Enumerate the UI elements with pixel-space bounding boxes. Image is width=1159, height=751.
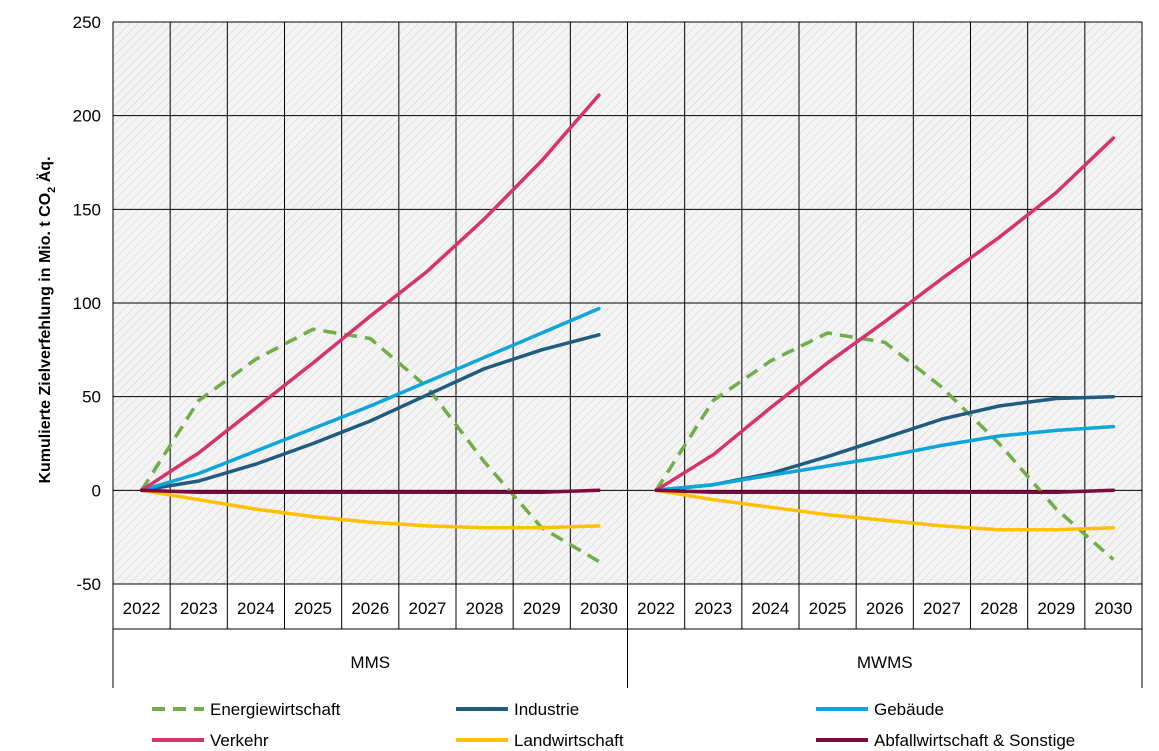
legend-label: Gebäude	[874, 700, 944, 719]
series-lines	[139, 93, 1116, 564]
tick-labels: -50 0 50 100 150 200 250 2022 2023 2024 2025 2026 20…	[73, 13, 1133, 672]
x-tick-label: 2030	[1095, 599, 1133, 618]
y-tick-label: -50	[76, 575, 101, 594]
series-line-mms-abfallwirtschaft-sonstige	[139, 488, 601, 494]
y-axis-label-main: Kumulierte Zielverfehlung in Mio. t CO	[37, 193, 54, 484]
x-tick-label: 2022	[637, 599, 675, 618]
series-line-mms-gebäude	[139, 306, 601, 493]
x-tick-label: 2026	[351, 599, 389, 618]
series-line-mwms-verkehr	[654, 136, 1116, 493]
series-line-mms-verkehr	[139, 93, 601, 493]
gridlines	[112, 21, 1143, 585]
y-tick-label: 200	[73, 107, 101, 126]
y-tick-label: 50	[82, 388, 101, 407]
x-tick-label: 2026	[866, 599, 904, 618]
x-tick-label: 2029	[1037, 599, 1075, 618]
x-tick-label: 2023	[180, 599, 218, 618]
axes	[112, 584, 1143, 688]
x-tick-label: 2030	[580, 599, 618, 618]
x-tick-label: 2024	[237, 599, 275, 618]
y-tick-label: 150	[73, 200, 101, 219]
legend: Energiewirtschaft Industrie Gebäude Verkehr…	[152, 700, 1075, 750]
legend-label: Industrie	[514, 700, 579, 719]
y-tick-label: 100	[73, 294, 101, 313]
x-tick-label: 2027	[409, 599, 447, 618]
y-axis-label-subscript: 2	[46, 187, 58, 193]
series-line-mms-energiewirtschaft	[140, 327, 600, 564]
x-group-label: MWMS	[857, 653, 913, 672]
legend-label: Energiewirtschaft	[210, 700, 341, 719]
x-tick-label: 2025	[809, 599, 847, 618]
y-tick-label: 0	[92, 481, 101, 500]
y-axis-label: Kumulierte Zielverfehlung in Mio. t CO2 …	[36, 156, 58, 483]
series-line-mms-industrie	[139, 333, 601, 493]
x-group-label: MMS	[350, 653, 390, 672]
x-tick-label: 2028	[466, 599, 504, 618]
x-tick-label: 2024	[752, 599, 790, 618]
series-line-mwms-gebäude	[654, 424, 1116, 493]
y-axis-label-tail: Äq.	[36, 156, 54, 186]
series-line-mms-landwirtschaft	[139, 488, 601, 530]
series-line-mwms-abfallwirtschaft-sonstige	[654, 488, 1116, 494]
x-tick-label: 2028	[980, 599, 1018, 618]
x-tick-label: 2022	[123, 599, 161, 618]
series-line-mwms-landwirtschaft	[654, 488, 1116, 532]
legend-label: Abfallwirtschaft & Sonstige	[874, 731, 1075, 750]
y-tick-label: 250	[73, 13, 101, 32]
x-tick-label: 2023	[694, 599, 732, 618]
x-tick-label: 2027	[923, 599, 961, 618]
legend-label: Verkehr	[210, 731, 269, 750]
legend-label: Landwirtschaft	[514, 731, 624, 750]
x-tick-label: 2029	[523, 599, 561, 618]
series-line-mwms-energiewirtschaft	[654, 331, 1115, 561]
x-tick-label: 2025	[294, 599, 332, 618]
